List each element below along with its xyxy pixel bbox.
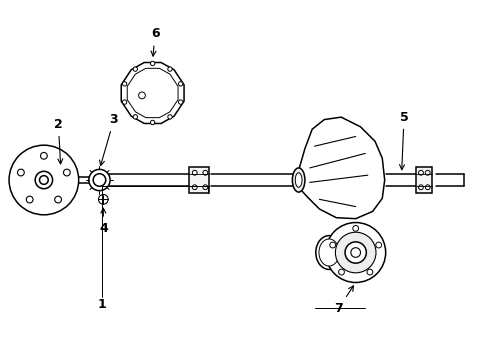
Circle shape bbox=[178, 82, 183, 86]
Text: 4: 4 bbox=[99, 208, 107, 235]
Circle shape bbox=[375, 242, 381, 248]
Circle shape bbox=[167, 115, 172, 119]
Ellipse shape bbox=[315, 235, 342, 269]
Circle shape bbox=[325, 222, 385, 283]
Circle shape bbox=[9, 145, 79, 215]
Circle shape bbox=[55, 196, 61, 203]
Text: 5: 5 bbox=[399, 111, 407, 170]
Ellipse shape bbox=[292, 168, 305, 192]
Circle shape bbox=[366, 269, 372, 275]
Circle shape bbox=[133, 67, 137, 71]
Circle shape bbox=[122, 100, 126, 104]
Circle shape bbox=[150, 61, 155, 66]
Circle shape bbox=[35, 171, 53, 189]
Text: 3: 3 bbox=[100, 113, 118, 166]
Polygon shape bbox=[297, 117, 384, 219]
Text: 2: 2 bbox=[54, 118, 62, 164]
Circle shape bbox=[329, 242, 335, 248]
Circle shape bbox=[41, 152, 47, 159]
Circle shape bbox=[335, 232, 375, 273]
Circle shape bbox=[122, 82, 126, 86]
Circle shape bbox=[338, 269, 344, 275]
Circle shape bbox=[138, 92, 145, 99]
Ellipse shape bbox=[295, 173, 302, 187]
Circle shape bbox=[133, 115, 137, 119]
Ellipse shape bbox=[318, 239, 339, 266]
Circle shape bbox=[18, 169, 24, 176]
Bar bbox=[188, 167, 209, 193]
Circle shape bbox=[98, 194, 108, 204]
Bar bbox=[415, 167, 431, 193]
Circle shape bbox=[40, 176, 48, 184]
Circle shape bbox=[167, 67, 172, 71]
Circle shape bbox=[352, 225, 358, 231]
Circle shape bbox=[150, 120, 155, 125]
Circle shape bbox=[93, 174, 105, 186]
Circle shape bbox=[350, 248, 360, 257]
Text: 1: 1 bbox=[97, 298, 106, 311]
Text: 6: 6 bbox=[150, 27, 159, 56]
Text: 7: 7 bbox=[334, 286, 353, 315]
Circle shape bbox=[63, 169, 70, 176]
Circle shape bbox=[178, 100, 183, 104]
Polygon shape bbox=[121, 63, 183, 123]
Circle shape bbox=[89, 169, 110, 191]
Circle shape bbox=[26, 196, 33, 203]
Circle shape bbox=[345, 242, 366, 263]
